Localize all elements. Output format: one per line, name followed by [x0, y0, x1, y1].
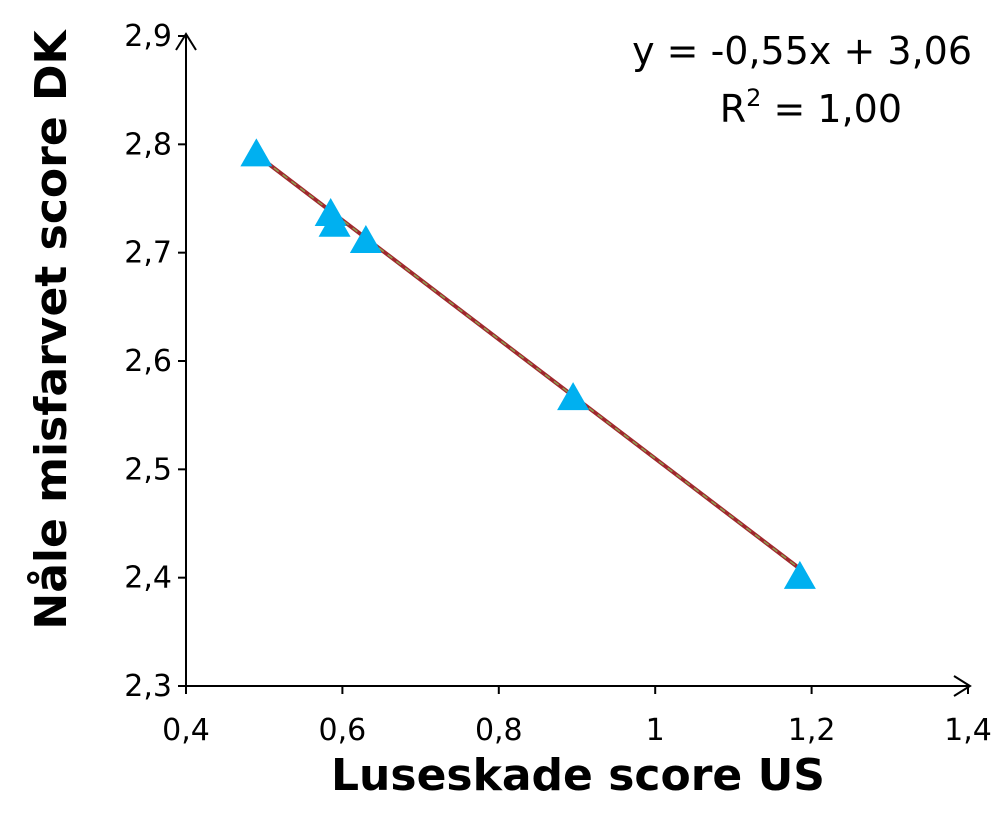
- x-axis-arrow: [953, 675, 972, 697]
- y-axis-title: Nåle misfarvet score DK: [26, 28, 77, 629]
- x-tick-label: 0,4: [162, 713, 210, 748]
- r-squared-label: R2 = 1,00: [720, 84, 902, 131]
- x-axis-ticks: 0,4 0,6 0,8 1 1,2 1,4: [162, 686, 992, 748]
- y-axis-ticks: 2,3 2,4 2,5 2,6 2,7 2,8 2,9: [124, 19, 186, 704]
- x-tick-label: 1,2: [788, 713, 836, 748]
- trendline-dash: [255, 154, 801, 570]
- y-tick-label: 2,8: [124, 127, 172, 162]
- data-point-triangle: [240, 138, 273, 167]
- trend-equation: y = -0,55x + 3,06: [632, 29, 972, 73]
- x-tick-label: 0,6: [319, 713, 367, 748]
- y-tick-label: 2,5: [124, 452, 172, 487]
- x-tick-label: 0,8: [475, 713, 523, 748]
- data-point-triangle: [557, 382, 590, 411]
- x-tick-label: 1: [646, 713, 665, 748]
- r-squared-r: R: [720, 87, 746, 131]
- data-point-triangle: [349, 225, 382, 254]
- x-tick-label: 1,4: [944, 713, 992, 748]
- r-squared-value: = 1,00: [761, 87, 902, 131]
- y-tick-label: 2,7: [124, 236, 172, 271]
- y-tick-label: 2,3: [124, 669, 172, 704]
- y-tick-label: 2,6: [124, 344, 172, 379]
- data-point-triangle: [318, 208, 351, 237]
- y-tick-label: 2,4: [124, 561, 172, 596]
- x-axis-title: Luseskade score US: [331, 750, 825, 801]
- data-point-triangle: [783, 560, 816, 589]
- data-points: [240, 138, 816, 589]
- y-axis-arrow: [175, 32, 197, 51]
- r-squared-superscript: 2: [746, 84, 761, 112]
- y-tick-label: 2,9: [124, 19, 172, 54]
